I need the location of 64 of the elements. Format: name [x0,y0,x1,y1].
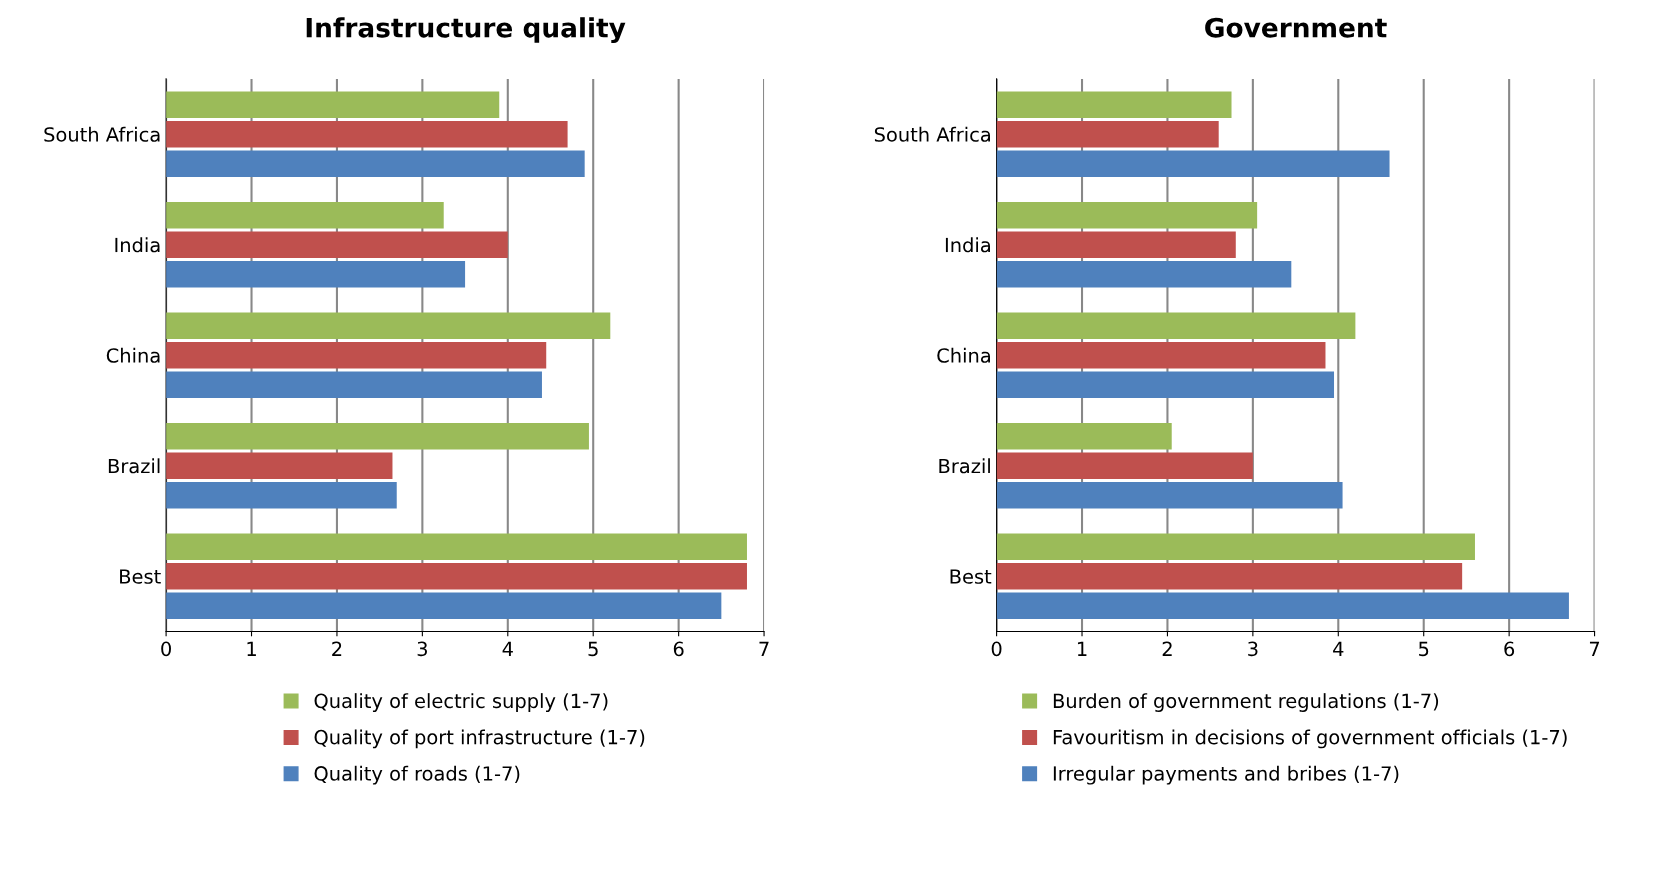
y-tick-label: Brazil [108,458,160,474]
x-tick-label: 7 [1589,641,1600,656]
x-tick-label: 0 [991,641,1002,657]
bar [996,422,1172,450]
bar [996,533,1475,560]
bar [996,91,1232,118]
x-tick-label: 6 [673,641,684,657]
bar [166,120,568,148]
bar [996,341,1326,369]
x-tick-label: 5 [1419,641,1429,657]
x-tick-label: 0 [161,641,171,657]
bar [166,452,393,479]
bar [166,341,547,369]
bar [996,260,1292,288]
y-tick-label: China [937,347,990,363]
legend-label: Irregular payments and bribes (1-7) [1053,765,1399,785]
y-tick-label: Brazil [939,458,990,474]
y-tick-label: India [945,237,990,253]
y-tick-label: China [106,347,160,363]
legend-label: Quality of electric supply (1-7) [314,693,608,712]
legend-label: Favouritism in decisions of government officials (1-7) [1053,729,1567,749]
bar [996,231,1236,258]
chart-title: Infrastructure quality [306,17,626,43]
x-tick-label: 4 [502,641,513,656]
bar [996,150,1390,177]
y-tick-label: India [115,237,160,253]
y-tick-label: South Africa [874,126,990,142]
bar [996,452,1253,479]
legend-label: Burden of government regulations (1-7) [1053,693,1439,712]
bar [166,91,500,118]
bar [166,592,722,619]
bar [166,422,589,450]
x-tick-label: 5 [588,641,598,657]
bar [166,150,585,177]
x-tick-label: 2 [1162,641,1172,656]
bar [166,260,466,288]
bar [996,592,1569,619]
bar [996,201,1258,229]
x-tick-label: 3 [1248,641,1258,657]
y-tick-label: Best [950,569,992,584]
bar [996,562,1463,590]
bar [996,371,1335,398]
x-tick-label: 7 [759,641,769,656]
x-tick-label: 3 [417,641,427,657]
y-tick-label: South Africa [44,126,160,142]
legend-label: Quality of port infrastructure (1-7) [314,729,645,749]
bar [996,481,1343,509]
x-tick-label: 2 [332,641,342,656]
y-tick-label: Best [120,569,161,584]
bar [166,533,747,560]
chart-title: Government [1205,17,1387,38]
bar [996,120,1219,148]
bar [166,481,397,509]
x-tick-label: 1 [1077,641,1087,656]
bar [166,562,747,590]
bar [166,201,444,229]
x-tick-label: 6 [1504,641,1515,657]
x-tick-label: 1 [247,641,256,656]
bar [166,371,542,398]
x-tick-label: 4 [1333,641,1344,656]
bar [166,231,508,258]
bar [996,312,1356,339]
bar [166,312,611,339]
legend-label: Quality of roads (1-7) [314,765,520,785]
